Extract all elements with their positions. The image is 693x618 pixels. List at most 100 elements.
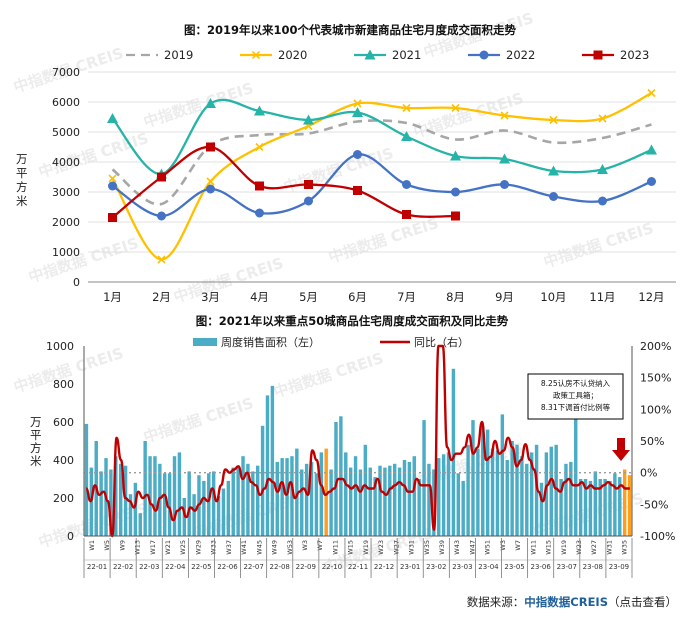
- series-2022: [108, 150, 656, 221]
- weekly-bar: [569, 461, 573, 536]
- weekly-bar: [123, 465, 128, 536]
- series-2020-point: [647, 88, 656, 98]
- chart2-month-tick: 22-04: [165, 563, 186, 571]
- source-prefix: 数据来源：: [466, 595, 525, 609]
- chart2-month-tick: 23-01: [400, 563, 420, 571]
- weekly-bar: [534, 444, 539, 536]
- weekly-bar: [153, 456, 157, 536]
- series-2022-point: [353, 150, 362, 159]
- series-2023-point: [451, 211, 460, 221]
- series-2020-point: [598, 114, 607, 123]
- weekly-bar: [407, 461, 412, 536]
- weekly-bar: [339, 416, 343, 536]
- weekly-bar: [226, 480, 231, 536]
- chart2-week-tick: W41: [240, 540, 248, 555]
- weekly-bar: [118, 463, 123, 536]
- data-source[interactable]: 数据来源：中指数据CREIS（点击查看）: [467, 594, 677, 610]
- chart2-week-tick: W45: [255, 540, 263, 555]
- weekly-bar: [505, 460, 509, 536]
- legend-2019-label: 2019: [164, 48, 193, 62]
- weekly-bar: [192, 494, 196, 536]
- chart2-month-tick: 22-06: [217, 563, 238, 571]
- series-2023-point: [304, 180, 313, 189]
- weekly-bar: [363, 444, 368, 536]
- weekly-bar: [583, 479, 588, 536]
- chart2-week-tick: W27: [392, 540, 400, 555]
- chart1-xtick: 10月: [540, 290, 566, 304]
- chart1-xtick: 8月: [446, 290, 465, 304]
- weekly-bar: [495, 450, 500, 536]
- weekly-bar: [128, 494, 133, 536]
- legend-line-label: 同比（右）: [414, 335, 469, 349]
- weekly-bar: [598, 479, 602, 536]
- weekly-bar: [520, 456, 524, 536]
- annotation-box: [527, 373, 624, 420]
- weekly-bar: [241, 456, 245, 536]
- weekly-bar: [270, 385, 275, 536]
- chart1-xtick: 7月: [397, 290, 416, 304]
- chart1-xtick: 6月: [348, 290, 367, 304]
- weekly-bar: [603, 479, 607, 536]
- chart1-ytick: 5000: [52, 126, 80, 139]
- weekly-bar: [485, 429, 490, 536]
- source-suffix: （点击查看）: [608, 595, 677, 609]
- weekly-bar: [309, 461, 314, 536]
- monthly-line-chart: 图：2019年以来100个代表城市新建商品住宅月度成交面积走势 2019 2020…: [16, 23, 676, 304]
- series-2022-point: [647, 177, 656, 186]
- series-2023-point: [402, 210, 411, 219]
- series-2022-point: [500, 180, 509, 189]
- chart2-week-tick: W27: [590, 540, 598, 555]
- legend-bar-label: 周度销售面积（左）: [221, 335, 320, 349]
- chart2-month-tick: 23-04: [478, 563, 499, 571]
- weekly-bar: [461, 480, 465, 536]
- legend-2023-label: 2023: [620, 48, 649, 62]
- series-2020-point: [255, 142, 264, 152]
- chart2-week-tick: W39: [438, 540, 446, 555]
- chart2-week-tick: W19: [560, 540, 568, 555]
- series-2022-point: [402, 180, 411, 189]
- weekly-bar: [544, 452, 549, 536]
- weekly-bar: [622, 469, 627, 536]
- annotation-line: 8.25认房不认贷纳入: [541, 378, 611, 388]
- series-2021-point: [499, 153, 510, 164]
- weekly-bar: [593, 471, 598, 536]
- chart2-month-tick: 23-09: [609, 563, 629, 571]
- weekly-bar: [613, 473, 617, 536]
- chart2-y2tick: 50%: [640, 435, 664, 448]
- chart2-month-tick: 23-05: [504, 563, 524, 571]
- chart1-title: 图：2019年以来100个代表城市新建商品住宅月度成交面积走势: [184, 23, 517, 37]
- chart2-week-tick: W33: [210, 540, 218, 555]
- chart2-month-tick: 22-05: [191, 563, 211, 571]
- chart2-week-tick: W15: [545, 540, 553, 555]
- weekly-bar: [471, 420, 475, 536]
- weekly-bar: [564, 463, 568, 536]
- weekly-bar: [481, 425, 485, 536]
- legend-2022-label: 2022: [506, 48, 535, 62]
- chart2-week-tick: W7: [316, 540, 324, 551]
- chart2-month-tick: 23-02: [426, 563, 446, 571]
- weekly-bar: [618, 477, 622, 536]
- chart2-ylabel: 万平方米: [30, 415, 42, 468]
- chart2-month-tick: 23-03: [452, 563, 472, 571]
- chart2-week-tick: W29: [194, 540, 202, 555]
- weekly-bar: [84, 423, 89, 536]
- chart2-y2tick: -50%: [640, 498, 668, 511]
- watermark: 中指数据 CREIS: [541, 219, 655, 271]
- weekly-bar: [334, 422, 338, 536]
- legend-2021-label: 2021: [392, 48, 421, 62]
- weekly-bar: [300, 469, 304, 536]
- down-arrow-icon: [612, 438, 630, 461]
- chart2-ytick: 0: [67, 530, 74, 543]
- watermark: 中指数据 CREIS: [271, 349, 385, 401]
- weekly-bar: [559, 479, 563, 536]
- chart2-week-tick: W31: [605, 540, 613, 555]
- chart2-ytick: 800: [53, 378, 74, 391]
- chart1-xtick: 3月: [201, 290, 220, 304]
- chart1-xtick: 11月: [589, 290, 615, 304]
- series-2021-point: [205, 98, 216, 108]
- series-2022-point: [549, 192, 558, 201]
- watermark: 中指数据 CREIS: [26, 234, 140, 286]
- series-2021-point: [303, 114, 314, 125]
- weekly-bar: [397, 467, 402, 536]
- chart2-week-tick: W31: [408, 540, 416, 555]
